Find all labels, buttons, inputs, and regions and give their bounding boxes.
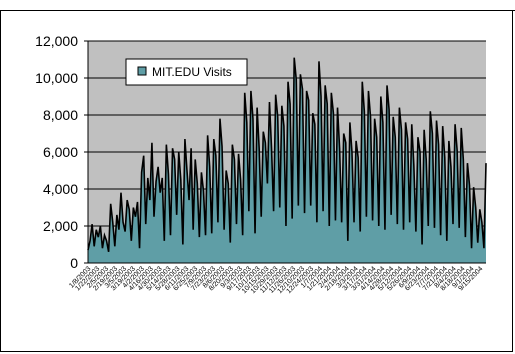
top-border [0, 0, 515, 11]
legend: MIT.EDU Visits [125, 58, 248, 86]
x-axis: 1/8/20031/22/20032/5/20032/19/20033/5/20… [68, 262, 486, 295]
y-tick-label: 2,000 [43, 218, 78, 234]
y-tick-label: 6,000 [43, 144, 78, 160]
y-tick-label: 0 [70, 255, 78, 271]
y-tick-label: 8,000 [43, 107, 78, 123]
y-tick-label: 12,000 [35, 33, 78, 49]
y-tick-label: 4,000 [43, 181, 78, 197]
legend-label: MIT.EDU Visits [152, 65, 232, 79]
y-axis: 0 2,000 4,000 6,000 8,000 10,000 12,000 [35, 33, 89, 271]
legend-swatch [137, 66, 147, 76]
series-line-mit-edu-visits [87, 57, 487, 253]
y-tick-label: 10,000 [35, 70, 78, 86]
